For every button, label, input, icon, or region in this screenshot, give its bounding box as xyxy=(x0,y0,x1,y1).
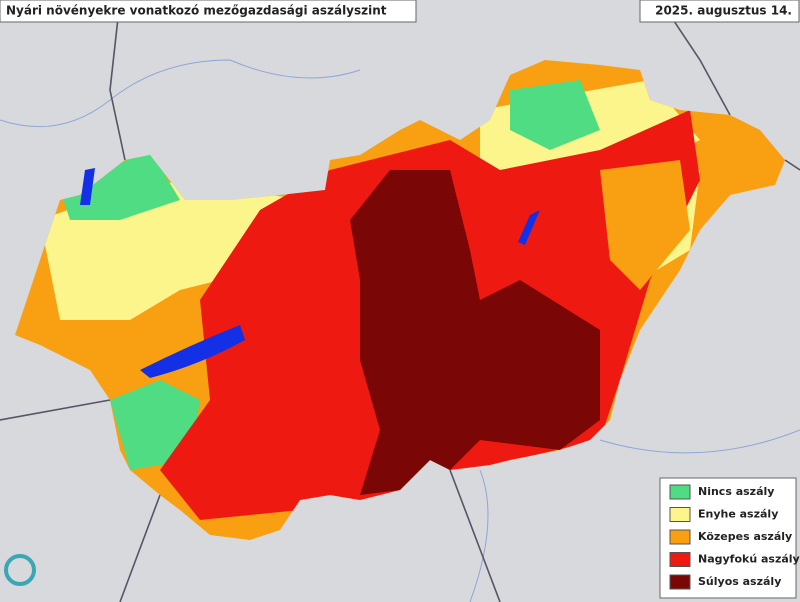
legend-swatch xyxy=(669,507,691,522)
legend-swatch xyxy=(669,529,691,545)
logo xyxy=(4,554,36,586)
river xyxy=(0,59,361,128)
river xyxy=(469,469,489,602)
lake xyxy=(140,325,245,378)
lake xyxy=(80,168,95,205)
map-title: Nyári növényekre vonatkozó mezőgazdasági… xyxy=(6,4,387,18)
legend-swatch xyxy=(669,552,691,567)
legend-label: Enyhe aszály xyxy=(698,508,778,521)
date-box xyxy=(639,0,800,23)
region xyxy=(350,170,600,495)
lake xyxy=(518,210,540,245)
legend: Nincs aszály Enyhe aszály Közepes aszály Na… xyxy=(669,484,800,590)
legend-swatch xyxy=(669,484,691,500)
title-box xyxy=(0,0,417,23)
legend-label: Közepes aszály xyxy=(698,530,792,543)
region xyxy=(510,80,600,150)
legend-label: Nincs aszály xyxy=(698,485,774,498)
region xyxy=(600,160,690,290)
river xyxy=(599,429,800,454)
legend-label: Nagyfokú aszály xyxy=(698,553,800,566)
legend-label: Súlyos aszály xyxy=(698,575,781,588)
legend-swatch xyxy=(669,574,691,590)
map-date: 2025. augusztus 14. xyxy=(655,4,792,18)
